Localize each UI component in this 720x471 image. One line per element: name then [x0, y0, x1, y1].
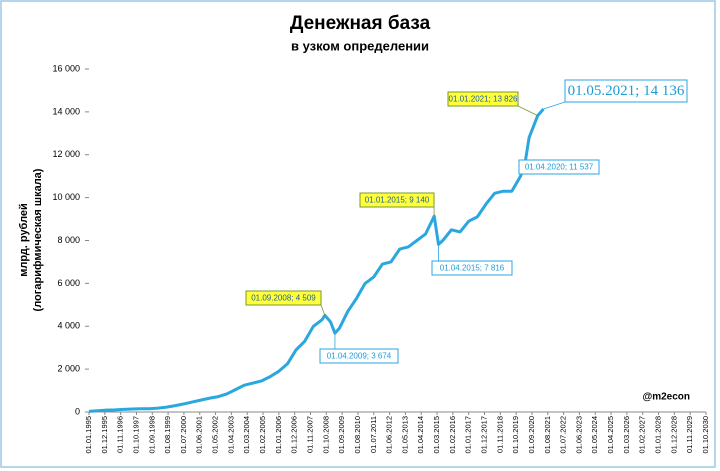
annotation-connector — [320, 304, 326, 316]
y-axis-label: (логарифмическая шкала) — [32, 168, 44, 311]
x-tick-label: 01.09.1998 — [147, 416, 156, 454]
x-tick-label: 01.11.1996 — [116, 416, 125, 453]
x-tick-label: 01.01.1995 — [84, 416, 93, 454]
x-tick-label: 01.02.2005 — [258, 416, 267, 454]
x-tick-label: 01.07.2022 — [559, 416, 568, 454]
x-tick-label: 01.03.2026 — [622, 416, 631, 454]
x-tick-label: 01.09.2009 — [337, 416, 346, 454]
x-tick-label: 01.08.1999 — [163, 416, 172, 454]
x-tick-label: 01.10.2008 — [321, 416, 330, 454]
y-tick-label: 10 000 — [52, 192, 80, 202]
chart-subtitle: в узком определении — [291, 38, 429, 53]
x-tick-label: 01.11.2007 — [305, 416, 314, 453]
y-tick-label: 12 000 — [52, 149, 80, 159]
annotation-label: 01.04.2020; 11 537 — [525, 163, 594, 172]
x-tick-label: 01.02.2016 — [448, 416, 457, 454]
x-tick-label: 01.09.2020 — [527, 416, 536, 454]
watermark: @m2econ — [642, 392, 690, 403]
x-tick-label: 01.07.2000 — [179, 416, 188, 454]
x-tick-label: 01.04.2025 — [606, 416, 615, 454]
x-tick-label: 01.03.2004 — [242, 416, 251, 454]
x-tick-label: 01.06.2023 — [574, 416, 583, 454]
annotation-label: 01.04.2015; 7 816 — [440, 264, 505, 273]
x-tick-label: 01.10.2030 — [701, 416, 710, 454]
x-tick-label: 01.06.2001 — [195, 416, 204, 454]
x-tick-label: 01.01.2028 — [654, 416, 663, 454]
y-tick-label: 8 000 — [57, 235, 80, 245]
x-tick-label: 01.07.2011 — [369, 416, 378, 453]
annotation-label: 01.05.2021; 14 136 — [568, 83, 685, 99]
x-tick-label: 01.05.2013 — [400, 416, 409, 454]
x-tick-label: 01.05.2002 — [211, 416, 220, 454]
y-tick-label: 4 000 — [57, 321, 80, 331]
annotation-label: 01.04.2009; 3 674 — [327, 352, 392, 361]
x-tick-label: 01.11.2029 — [685, 416, 694, 453]
annotation-label: 01.01.2021; 13 826 — [449, 95, 519, 104]
x-tick-label: 01.12.2017 — [479, 416, 488, 454]
x-tick-label: 01.04.2003 — [226, 416, 235, 454]
chart-title: Денежная база — [290, 13, 431, 34]
annotation-box — [359, 192, 435, 208]
y-axis-label: млрд. рублей — [18, 203, 30, 277]
annotation-label: 01.09.2008; 4 509 — [251, 294, 316, 303]
x-tick-label: 01.05.2024 — [590, 416, 599, 454]
x-tick-label: 01.11.2018 — [495, 416, 504, 453]
annotation-box — [518, 159, 600, 175]
y-tick-label: 16 000 — [52, 63, 80, 73]
annotation-label: 01.01.2015; 9 140 — [365, 196, 430, 205]
annotation-box — [447, 91, 519, 107]
x-tick-label: 01.12.2006 — [290, 416, 299, 454]
annotation-box — [564, 79, 688, 103]
x-tick-label: 01.08.2021 — [543, 416, 552, 454]
y-tick-label: 14 000 — [52, 106, 80, 116]
y-tick-label: 6 000 — [57, 278, 80, 288]
annotation-connector — [543, 101, 566, 110]
y-tick-label: 2 000 — [57, 364, 80, 374]
data-line — [88, 108, 545, 413]
x-tick-label: 01.12.1995 — [100, 416, 109, 454]
x-tick-label: 01.12.2028 — [669, 416, 678, 454]
y-tick-label: 0 — [75, 406, 80, 416]
x-tick-label: 01.10.1997 — [131, 416, 140, 454]
x-tick-label: 01.01.2017 — [464, 416, 473, 454]
x-tick-label: 01.06.2012 — [385, 416, 394, 454]
x-tick-label: 01.10.2019 — [511, 416, 520, 454]
x-tick-label: 01.04.2014 — [416, 416, 425, 454]
x-tick-label: 01.02.2027 — [638, 416, 647, 454]
annotation-box — [319, 348, 399, 364]
x-tick-label: 01.03.2015 — [432, 416, 441, 454]
annotation-box — [245, 290, 322, 306]
annotation-connector — [517, 105, 538, 116]
x-tick-label: 01.01.2006 — [274, 416, 283, 454]
x-tick-label: 01.08.2010 — [353, 416, 362, 454]
annotation-box — [431, 260, 513, 276]
